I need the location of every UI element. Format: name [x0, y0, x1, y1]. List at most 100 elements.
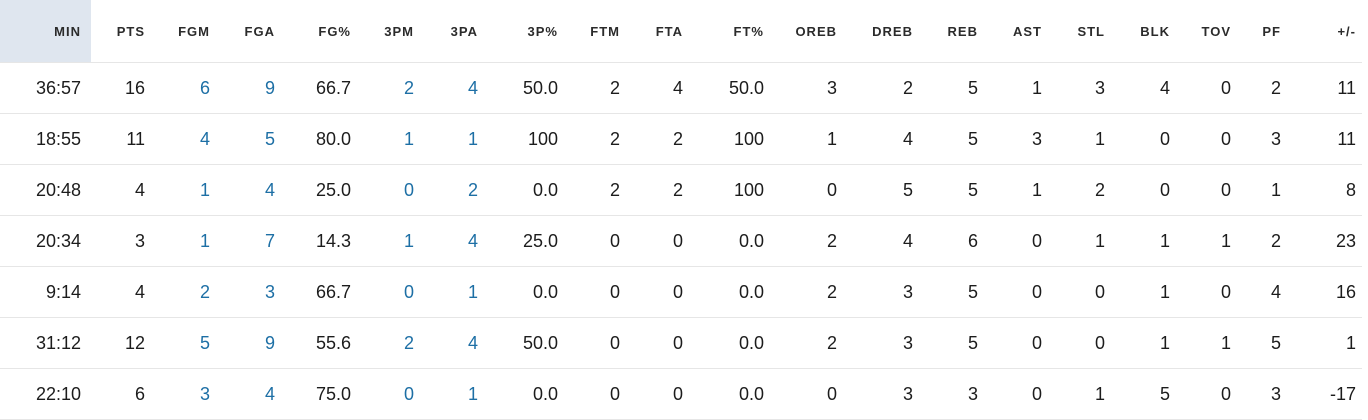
- stat-cell-fgm[interactable]: 6: [159, 62, 224, 114]
- stat-cell-pts: 6: [91, 368, 159, 420]
- column-header-fta[interactable]: FTA: [634, 0, 697, 63]
- stat-cell-fg-pct: 66.7: [289, 62, 365, 114]
- stat-cell-3p-pct: 25.0: [492, 215, 572, 267]
- column-header-stl[interactable]: STL: [1056, 0, 1119, 63]
- stat-cell-dreb: 4: [851, 113, 927, 165]
- column-header-dreb[interactable]: DREB: [851, 0, 927, 63]
- stat-cell-ast: 0: [992, 317, 1056, 369]
- stat-cell-fga[interactable]: 9: [224, 317, 289, 369]
- stat-cell-fga[interactable]: 5: [224, 113, 289, 165]
- stat-cell-fga[interactable]: 4: [224, 164, 289, 216]
- stat-cell-fg-pct: 80.0: [289, 113, 365, 165]
- stat-cell-tov: 1: [1184, 215, 1245, 267]
- stat-cell-3p-pct: 50.0: [492, 62, 572, 114]
- column-header-oreb[interactable]: OREB: [778, 0, 851, 63]
- stat-cell-3pa[interactable]: 4: [428, 215, 492, 267]
- stat-cell-3pa[interactable]: 4: [428, 317, 492, 369]
- stat-cell-oreb: 0: [778, 368, 851, 420]
- column-header-pts[interactable]: PTS: [91, 0, 159, 63]
- stat-cell-pf: 5: [1245, 317, 1295, 369]
- column-header-reb[interactable]: REB: [927, 0, 992, 63]
- stat-cell-3pa[interactable]: 1: [428, 113, 492, 165]
- stat-cell-fg-pct: 55.6: [289, 317, 365, 369]
- stat-cell-stl: 1: [1056, 368, 1119, 420]
- column-header-tov[interactable]: TOV: [1184, 0, 1245, 63]
- table-row: 31:12 12 5 9 55.6 2 4 50.0 0 0 0.0 2 3 5 0 0 1 1 5 1: [0, 317, 1362, 369]
- stat-cell-3pa[interactable]: 4: [428, 62, 492, 114]
- stat-cell-stl: 1: [1056, 113, 1119, 165]
- stat-cell-fga[interactable]: 4: [224, 368, 289, 420]
- stat-cell-stl: 1: [1056, 215, 1119, 267]
- stat-cell-plus-minus: -17: [1295, 368, 1362, 420]
- stat-cell-3p-pct: 100: [492, 113, 572, 165]
- column-header-fgm[interactable]: FGM: [159, 0, 224, 63]
- column-header-3pa[interactable]: 3PA: [428, 0, 492, 63]
- stat-cell-min: 36:57: [0, 62, 91, 114]
- stat-cell-tov: 0: [1184, 113, 1245, 165]
- stat-cell-3pm[interactable]: 0: [365, 164, 428, 216]
- stat-cell-fgm[interactable]: 2: [159, 266, 224, 318]
- table-row: 18:55 11 4 5 80.0 1 1 100 2 2 100 1 4 5 3 1 0 0 3 11: [0, 113, 1362, 165]
- stat-cell-reb: 3: [927, 368, 992, 420]
- stat-cell-reb: 5: [927, 317, 992, 369]
- stat-cell-ftm: 2: [572, 113, 634, 165]
- stat-cell-dreb: 5: [851, 164, 927, 216]
- stat-cell-3pa[interactable]: 1: [428, 368, 492, 420]
- stat-cell-fgm[interactable]: 5: [159, 317, 224, 369]
- column-header-blk[interactable]: BLK: [1119, 0, 1184, 63]
- column-header-plus-minus[interactable]: +/-: [1295, 0, 1362, 63]
- stat-cell-pf: 2: [1245, 215, 1295, 267]
- stat-cell-3p-pct: 50.0: [492, 317, 572, 369]
- stat-cell-pts: 11: [91, 113, 159, 165]
- stat-cell-fgm[interactable]: 3: [159, 368, 224, 420]
- stat-cell-fgm[interactable]: 4: [159, 113, 224, 165]
- stat-cell-stl: 2: [1056, 164, 1119, 216]
- table-row: 36:57 16 6 9 66.7 2 4 50.0 2 4 50.0 3 2 5 1 3 4 0 2 11: [0, 62, 1362, 114]
- stat-cell-blk: 0: [1119, 113, 1184, 165]
- column-header-pf[interactable]: PF: [1245, 0, 1295, 63]
- stat-cell-oreb: 1: [778, 113, 851, 165]
- stat-cell-blk: 1: [1119, 317, 1184, 369]
- stat-cell-oreb: 3: [778, 62, 851, 114]
- stat-cell-fga[interactable]: 7: [224, 215, 289, 267]
- column-header-3p-pct[interactable]: 3P%: [492, 0, 572, 63]
- table-row: 9:14 4 2 3 66.7 0 1 0.0 0 0 0.0 2 3 5 0 0 1 0 4 16: [0, 266, 1362, 318]
- column-header-min[interactable]: MIN: [0, 0, 91, 63]
- stat-cell-fgm[interactable]: 1: [159, 164, 224, 216]
- table-row: 22:10 6 3 4 75.0 0 1 0.0 0 0 0.0 0 3 3 0 1 5 0 3 -17: [0, 368, 1362, 420]
- stat-cell-fgm[interactable]: 1: [159, 215, 224, 267]
- column-header-fg-pct[interactable]: FG%: [289, 0, 365, 63]
- stat-cell-3pm[interactable]: 2: [365, 317, 428, 369]
- stat-cell-fga[interactable]: 3: [224, 266, 289, 318]
- stat-cell-fta: 0: [634, 368, 697, 420]
- stat-cell-blk: 4: [1119, 62, 1184, 114]
- stat-cell-3pm[interactable]: 2: [365, 62, 428, 114]
- stat-cell-ft-pct: 0.0: [697, 317, 778, 369]
- stat-cell-fga[interactable]: 9: [224, 62, 289, 114]
- column-header-ftm[interactable]: FTM: [572, 0, 634, 63]
- table-body: 36:57 16 6 9 66.7 2 4 50.0 2 4 50.0 3 2 5 1 3 4 0 2 11 18:55…: [0, 62, 1362, 420]
- stat-cell-ft-pct: 100: [697, 164, 778, 216]
- stat-cell-min: 20:34: [0, 215, 91, 267]
- stat-cell-fg-pct: 25.0: [289, 164, 365, 216]
- column-header-3pm[interactable]: 3PM: [365, 0, 428, 63]
- stat-cell-3pm[interactable]: 1: [365, 113, 428, 165]
- stat-cell-blk: 1: [1119, 266, 1184, 318]
- stat-cell-3p-pct: 0.0: [492, 266, 572, 318]
- stat-cell-fg-pct: 75.0: [289, 368, 365, 420]
- column-header-ast[interactable]: AST: [992, 0, 1056, 63]
- stat-cell-3pm[interactable]: 1: [365, 215, 428, 267]
- stat-cell-3pa[interactable]: 2: [428, 164, 492, 216]
- stat-cell-pts: 16: [91, 62, 159, 114]
- stat-cell-3pm[interactable]: 0: [365, 266, 428, 318]
- column-header-ft-pct[interactable]: FT%: [697, 0, 778, 63]
- stat-cell-reb: 5: [927, 62, 992, 114]
- stat-cell-3pm[interactable]: 0: [365, 368, 428, 420]
- column-header-fga[interactable]: FGA: [224, 0, 289, 63]
- stat-cell-3pa[interactable]: 1: [428, 266, 492, 318]
- stat-cell-ft-pct: 100: [697, 113, 778, 165]
- stat-cell-ftm: 0: [572, 368, 634, 420]
- stat-cell-fta: 0: [634, 266, 697, 318]
- stat-cell-plus-minus: 11: [1295, 113, 1362, 165]
- table-row: 20:48 4 1 4 25.0 0 2 0.0 2 2 100 0 5 5 1 2 0 0 1 8: [0, 164, 1362, 216]
